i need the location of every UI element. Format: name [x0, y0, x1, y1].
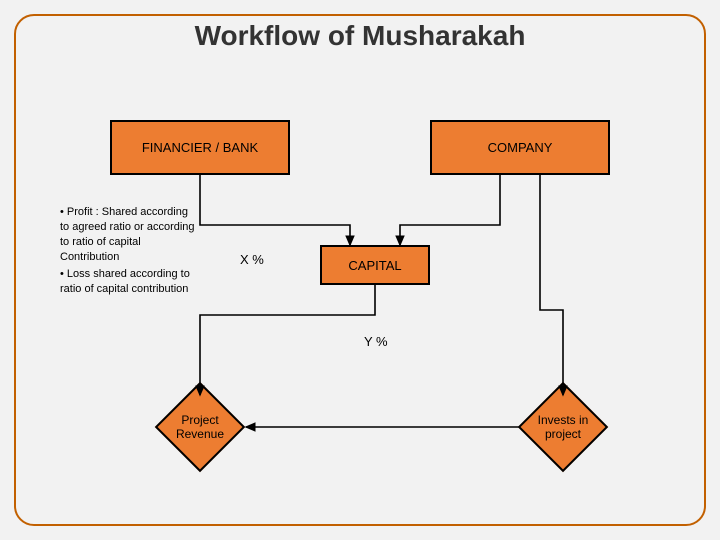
node-capital-label: CAPITAL	[348, 258, 401, 273]
node-invests-label: Invests inproject	[538, 413, 589, 442]
node-revenue: ProjectRevenue	[155, 382, 245, 472]
label-x-percent: X %	[240, 252, 264, 267]
side-notes: • Profit : Shared according to agreed ra…	[60, 205, 200, 297]
node-company: COMPANY	[430, 120, 610, 175]
side-note-line: • Loss shared according to ratio of capi…	[60, 267, 200, 297]
label-y-percent: Y %	[364, 334, 388, 349]
node-capital: CAPITAL	[320, 245, 430, 285]
node-revenue-label: ProjectRevenue	[176, 413, 224, 442]
node-invests: Invests inproject	[518, 382, 608, 472]
node-company-label: COMPANY	[488, 140, 553, 155]
node-financier-label: FINANCIER / BANK	[142, 140, 258, 155]
node-financier: FINANCIER / BANK	[110, 120, 290, 175]
page-title: Workflow of Musharakah	[0, 20, 720, 52]
side-note-line: • Profit : Shared according to agreed ra…	[60, 205, 200, 264]
